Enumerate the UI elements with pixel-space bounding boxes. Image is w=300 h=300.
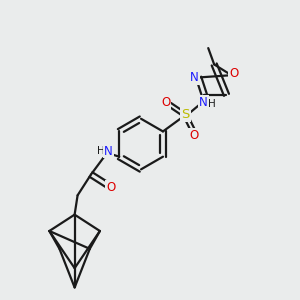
Text: O: O <box>161 96 170 109</box>
Text: N: N <box>190 71 199 84</box>
Text: N: N <box>199 96 208 109</box>
Text: N: N <box>104 145 112 158</box>
Text: O: O <box>229 67 239 80</box>
Text: O: O <box>189 129 199 142</box>
Text: O: O <box>106 182 116 194</box>
Text: H: H <box>208 99 216 109</box>
Text: H: H <box>97 146 105 156</box>
Text: S: S <box>182 108 190 121</box>
